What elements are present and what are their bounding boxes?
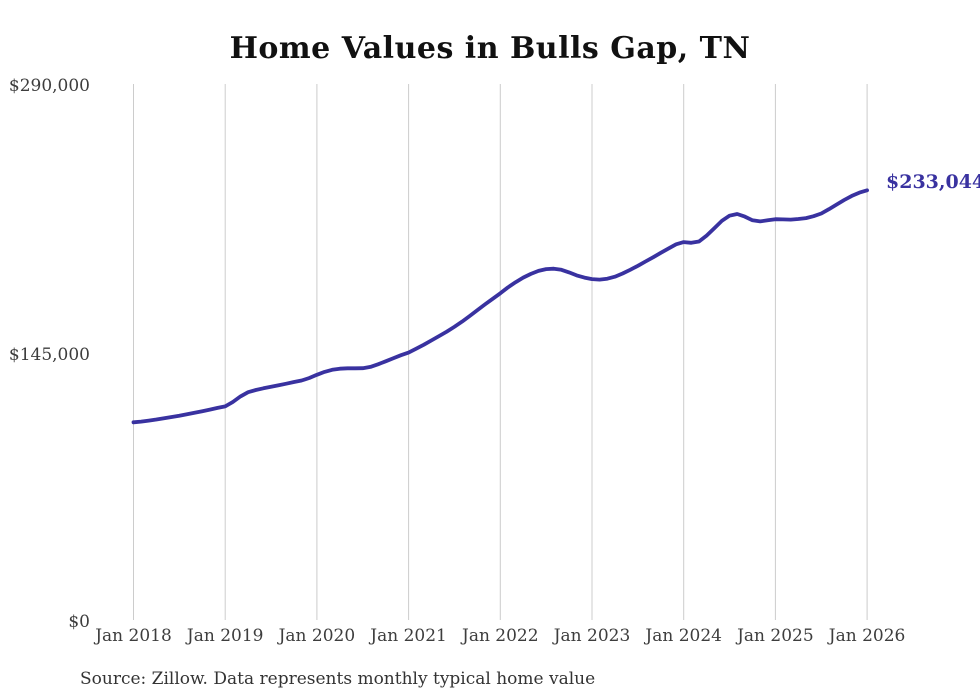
- x-axis-tick-label-jan-2021: Jan 2021: [370, 626, 447, 646]
- x-axis-tick-label-jan-2019: Jan 2019: [186, 626, 264, 646]
- y-axis-tick-label-0: $0: [68, 612, 90, 632]
- x-axis-tick-label-jan-2024: Jan 2024: [645, 626, 722, 646]
- latest-value-label: $233,044: [886, 171, 980, 193]
- x-axis-tick-label-jan-2023: Jan 2023: [553, 626, 631, 646]
- y-axis-tick-label-145000: $145,000: [8, 345, 90, 365]
- source-attribution: Source: Zillow. Data represents monthly …: [80, 669, 596, 689]
- x-axis-tick-label-jan-2020: Jan 2020: [278, 626, 356, 646]
- home-value-series-line: [131, 188, 869, 425]
- x-axis-tick-label-jan-2018: Jan 2018: [95, 626, 172, 646]
- x-axis-tick-label-jan-2026: Jan 2026: [828, 626, 906, 646]
- chart-title: Home Values in Bulls Gap, TN: [229, 31, 751, 66]
- y-axis-tick-label-290000: $290,000: [8, 76, 90, 96]
- x-axis-tick-label-jan-2022: Jan 2022: [462, 626, 539, 646]
- x-axis-tick-label-jan-2025: Jan 2025: [737, 626, 814, 646]
